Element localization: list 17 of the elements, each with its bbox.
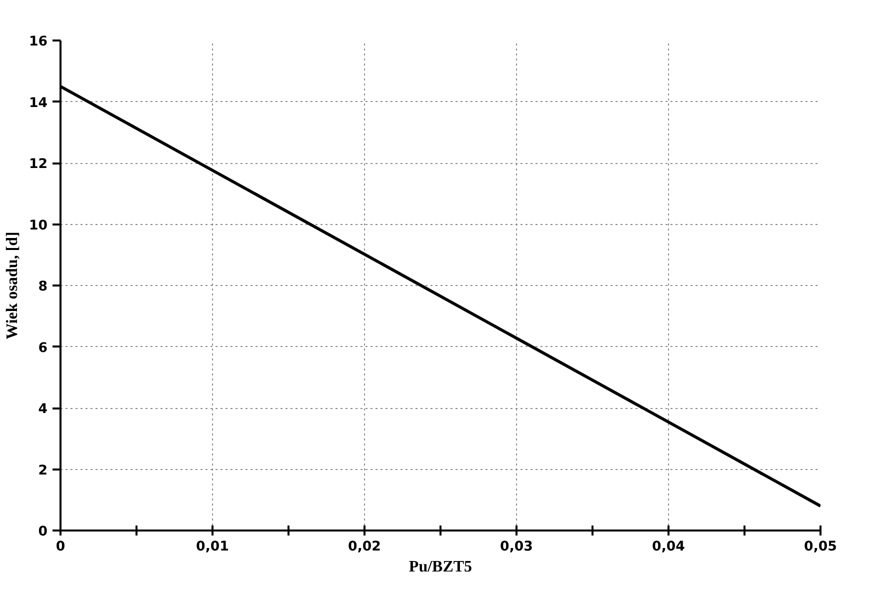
x-tick-label: 0,02 — [348, 540, 381, 554]
x-tick-label: 0,03 — [500, 540, 533, 554]
y-axis-title: Wiek osadu, [d] — [4, 232, 21, 340]
x-axis-title: Pu/BZT5 — [408, 558, 472, 576]
x-tick-label: 0,04 — [652, 540, 685, 554]
x-tick-label: 0 — [56, 540, 66, 554]
y-tick-label: 16 — [28, 34, 48, 50]
y-tick-label: 6 — [38, 340, 48, 356]
y-tick-label: 14 — [28, 96, 48, 111]
y-tick-label: 10 — [28, 218, 48, 234]
x-tick-label: 0,05 — [804, 540, 837, 554]
x-tick-label: 0,01 — [196, 540, 229, 554]
y-tick-label: 2 — [38, 463, 48, 478]
y-tick-label: 4 — [38, 402, 48, 417]
y-tick-label: 12 — [28, 157, 48, 172]
y-tick-label: 0 — [38, 524, 48, 540]
y-tick-label: 8 — [38, 280, 48, 294]
